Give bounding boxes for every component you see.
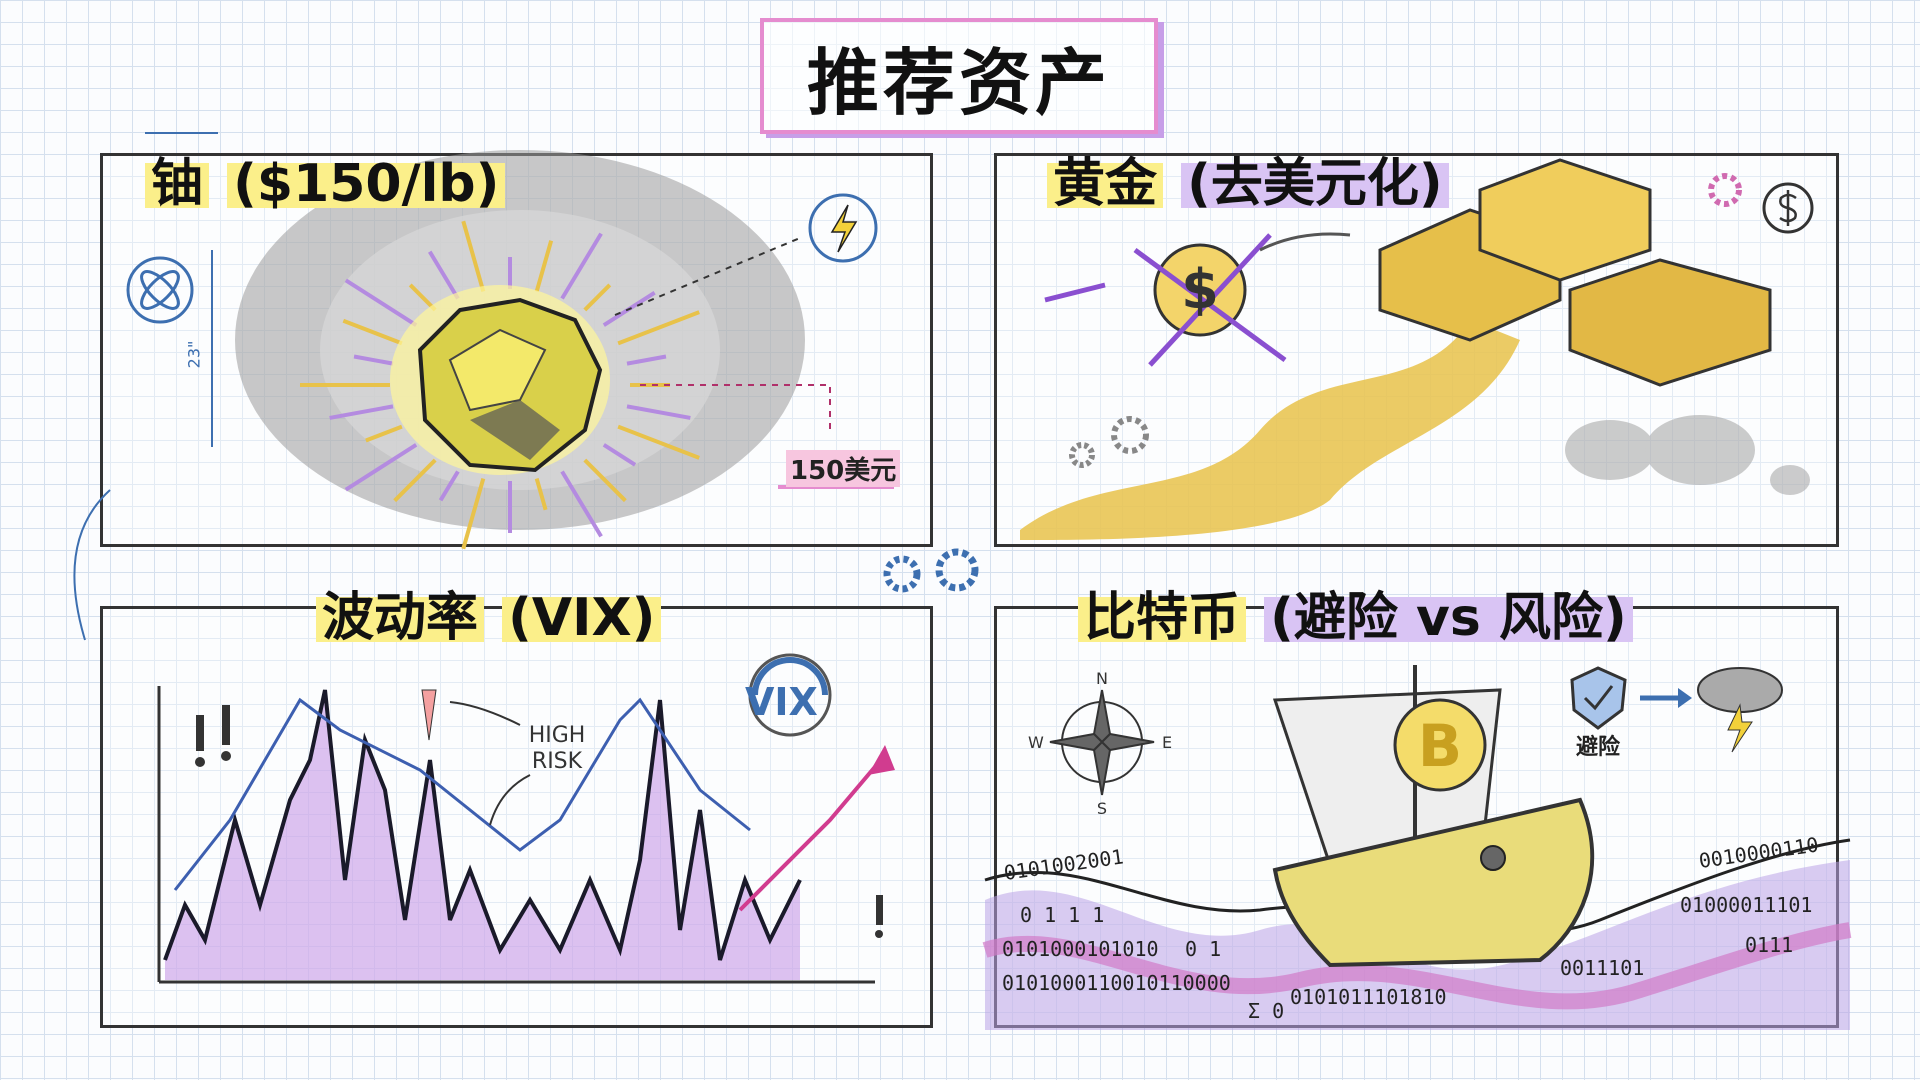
title-box: 推荐资产 — [760, 18, 1158, 134]
binary-string: 0101002001 — [1002, 844, 1125, 885]
compass-n: N — [1096, 669, 1108, 688]
glow-ray — [560, 470, 603, 538]
glow-ray — [353, 354, 394, 366]
glow-ray — [617, 310, 700, 346]
glow-ray — [329, 404, 394, 420]
volatility-line — [163, 689, 802, 961]
bitcoin-illustration: B N E S W 避险 0101002001 0 1 1 1 01010001… — [982, 665, 1852, 1030]
volatility-area — [165, 690, 800, 980]
heading-uranium: 铀 ($150/lb) — [145, 154, 506, 214]
glow-ray — [408, 283, 437, 312]
heading-bitcoin: 比特币 (避险 vs 风险) — [1078, 588, 1633, 648]
uranium-illustration — [73, 132, 894, 641]
glow-ray — [438, 470, 460, 502]
volatility-chart: VIX HIGH RISK — [157, 653, 895, 984]
bitcoin-coin-icon — [1393, 698, 1487, 792]
ship-hull — [1272, 797, 1595, 968]
world-map-icon — [1565, 415, 1810, 495]
binary-string: 0 1 1 1 — [1020, 903, 1104, 927]
heading-volatility: 波动率 (VIX) — [316, 588, 662, 648]
binary-string: Σ 0 — [1248, 999, 1284, 1023]
glow-ray — [534, 478, 548, 511]
glow-ray — [365, 424, 403, 443]
glow-ray — [602, 443, 637, 467]
dollar-coin-icon — [1762, 182, 1814, 234]
exclamation-icon — [195, 705, 883, 938]
center-gear-icon — [883, 548, 979, 593]
glow-ray — [617, 424, 700, 460]
storm-cloud-icon — [1697, 667, 1783, 753]
glow-ray — [461, 220, 486, 292]
heading-sub: (去美元化) — [1181, 154, 1449, 214]
glow-ray — [342, 318, 403, 346]
compass-icon — [1049, 689, 1155, 796]
glow-ray — [393, 458, 437, 503]
gold-bar — [1568, 258, 1772, 387]
coin-symbol: B — [1418, 712, 1462, 780]
heading-main: 波动率 — [316, 588, 485, 648]
compass-e: E — [1162, 733, 1172, 752]
glow-ray — [583, 458, 627, 503]
heading-main: 黄金 — [1047, 154, 1164, 214]
binary-string: 0101011101810 — [1290, 985, 1447, 1009]
risk-label: HIGH — [529, 723, 586, 748]
heading-main: 比特币 — [1078, 588, 1247, 648]
heading-main: 铀 — [145, 154, 210, 214]
dimension-label: 23" — [184, 340, 204, 369]
binary-string: 0101000101010 — [1002, 937, 1159, 961]
lightning-icon — [808, 193, 878, 263]
binary-string: 0101000110010110000 — [1002, 971, 1231, 995]
binary-string: 0010000110 — [1697, 832, 1820, 873]
binary-string: 0111 — [1745, 933, 1793, 957]
price-tag: 150美元 — [786, 450, 901, 487]
gear-icon — [1069, 173, 1742, 468]
binary-strings: 0101002001 0 1 1 1 0101000101010 0101000… — [1002, 832, 1820, 1023]
shield-icon — [1570, 666, 1627, 730]
risk-label: RISK — [532, 749, 583, 774]
glow-ray — [534, 240, 554, 292]
trend-arrow — [173, 697, 751, 891]
safe-haven-label: 避险 — [1576, 734, 1621, 760]
vix-gauge-icon — [748, 653, 832, 737]
glow-ray — [583, 283, 612, 312]
binary-string: 0 1 — [1185, 937, 1221, 961]
compass-w: W — [1028, 733, 1044, 752]
glow-ray — [344, 443, 418, 492]
binary-string: 0011101 — [1560, 956, 1644, 980]
gold-illustration: $ — [1020, 158, 1814, 540]
atom-icon — [126, 256, 194, 324]
crossed-dollar-icon — [1133, 233, 1287, 367]
binary-string: 01000011101 — [1680, 893, 1812, 917]
dollar-symbol: $ — [1181, 258, 1219, 321]
glow-ray — [428, 250, 460, 300]
vix-label: VIX — [745, 680, 818, 724]
heading-sub: (VIX) — [502, 588, 662, 648]
glow-ray — [626, 354, 667, 366]
glow-ray — [344, 278, 418, 327]
heading-sub: ($150/lb) — [227, 154, 506, 214]
heading-gold: 黄金 (去美元化) — [1047, 154, 1449, 214]
gold-bar — [1478, 158, 1652, 282]
glow-ray — [560, 232, 603, 300]
glow-ray — [461, 478, 486, 550]
page-title: 推荐资产 — [806, 40, 1111, 125]
compass-s: S — [1097, 799, 1107, 818]
glow-ray — [626, 404, 691, 420]
heading-sub: (避险 vs 风险) — [1264, 588, 1633, 648]
